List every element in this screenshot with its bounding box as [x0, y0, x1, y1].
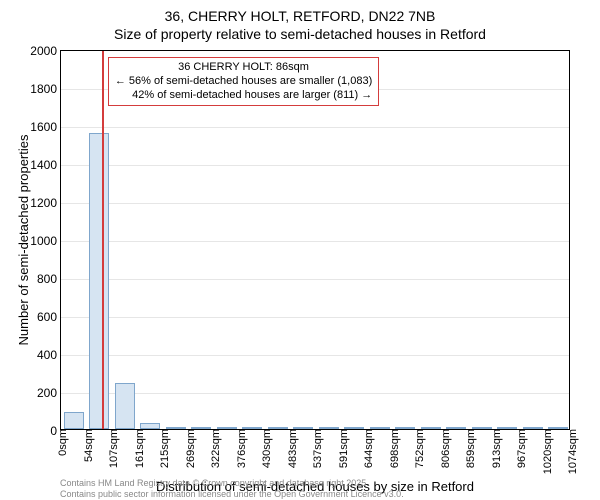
histogram-bar [395, 427, 415, 429]
y-tick-label: 1600 [30, 120, 57, 134]
x-tick-label: 215sqm [159, 429, 171, 468]
plot-area: Distribution of semi-detached houses by … [60, 50, 570, 430]
x-tick-label: 752sqm [414, 429, 426, 468]
y-tick-label: 400 [37, 348, 57, 362]
x-tick-label: 806sqm [440, 429, 452, 468]
x-tick-label: 0sqm [57, 429, 69, 456]
histogram-bar [548, 427, 568, 429]
histogram-bar [115, 383, 135, 429]
x-tick-label: 483sqm [287, 429, 299, 468]
histogram-bar [217, 427, 237, 429]
y-tick-label: 800 [37, 272, 57, 286]
histogram-bar [472, 427, 492, 429]
x-tick-label: 967sqm [516, 429, 528, 468]
x-tick-label: 591sqm [338, 429, 350, 468]
gridline [61, 203, 569, 204]
histogram-bar [140, 423, 160, 429]
footer-attribution: Contains HM Land Registry data © Crown c… [60, 478, 404, 500]
annotation-line3: 42% of semi-detached houses are larger (… [115, 89, 372, 103]
chart-title: 36, CHERRY HOLT, RETFORD, DN22 7NB Size … [0, 8, 600, 43]
y-tick-label: 1000 [30, 234, 57, 248]
histogram-bar [319, 427, 339, 429]
y-tick-label: 1800 [30, 82, 57, 96]
x-tick-label: 913sqm [491, 429, 503, 468]
x-tick-label: 1020sqm [542, 429, 554, 474]
histogram-bar [268, 427, 288, 429]
gridline [61, 355, 569, 356]
title-line2: Size of property relative to semi-detach… [114, 26, 486, 42]
histogram-bar [421, 427, 441, 429]
footer-line2: Contains public sector information licen… [60, 489, 404, 499]
histogram-bar [166, 427, 186, 429]
gridline [61, 317, 569, 318]
x-tick-label: 376sqm [236, 429, 248, 468]
histogram-bar [497, 427, 517, 429]
x-tick-label: 698sqm [389, 429, 401, 468]
gridline [61, 241, 569, 242]
x-tick-label: 54sqm [83, 429, 95, 462]
x-tick-label: 644sqm [363, 429, 375, 468]
annotation-line2: ← 56% of semi-detached houses are smalle… [115, 75, 372, 89]
gridline [61, 165, 569, 166]
histogram-bar [523, 427, 543, 429]
y-tick-label: 200 [37, 386, 57, 400]
x-tick-label: 107sqm [108, 429, 120, 468]
gridline [61, 127, 569, 128]
y-tick-label: 0 [50, 424, 57, 438]
reference-line [102, 51, 104, 429]
y-tick-label: 600 [37, 310, 57, 324]
y-tick-label: 2000 [30, 44, 57, 58]
x-tick-label: 859sqm [465, 429, 477, 468]
y-tick-label: 1200 [30, 196, 57, 210]
x-tick-label: 269sqm [185, 429, 197, 468]
histogram-bar [64, 412, 84, 429]
histogram-bar [89, 133, 109, 429]
histogram-bar [191, 427, 211, 429]
x-tick-label: 161sqm [134, 429, 146, 468]
gridline [61, 279, 569, 280]
x-tick-label: 322sqm [210, 429, 222, 468]
histogram-bar [446, 427, 466, 429]
y-tick-label: 1400 [30, 158, 57, 172]
histogram-bar [293, 427, 313, 429]
annotation-box: 36 CHERRY HOLT: 86sqm ← 56% of semi-deta… [108, 57, 379, 106]
x-tick-label: 537sqm [312, 429, 324, 468]
footer-line1: Contains HM Land Registry data © Crown c… [60, 478, 369, 488]
x-tick-label: 1074sqm [567, 429, 579, 474]
title-line1: 36, CHERRY HOLT, RETFORD, DN22 7NB [165, 8, 436, 24]
histogram-bar [370, 427, 390, 429]
gridline [61, 393, 569, 394]
histogram-bar [344, 427, 364, 429]
x-tick-label: 430sqm [261, 429, 273, 468]
histogram-bar [242, 427, 262, 429]
y-axis-label: Number of semi-detached properties [16, 135, 31, 346]
annotation-line1: 36 CHERRY HOLT: 86sqm [115, 61, 372, 75]
